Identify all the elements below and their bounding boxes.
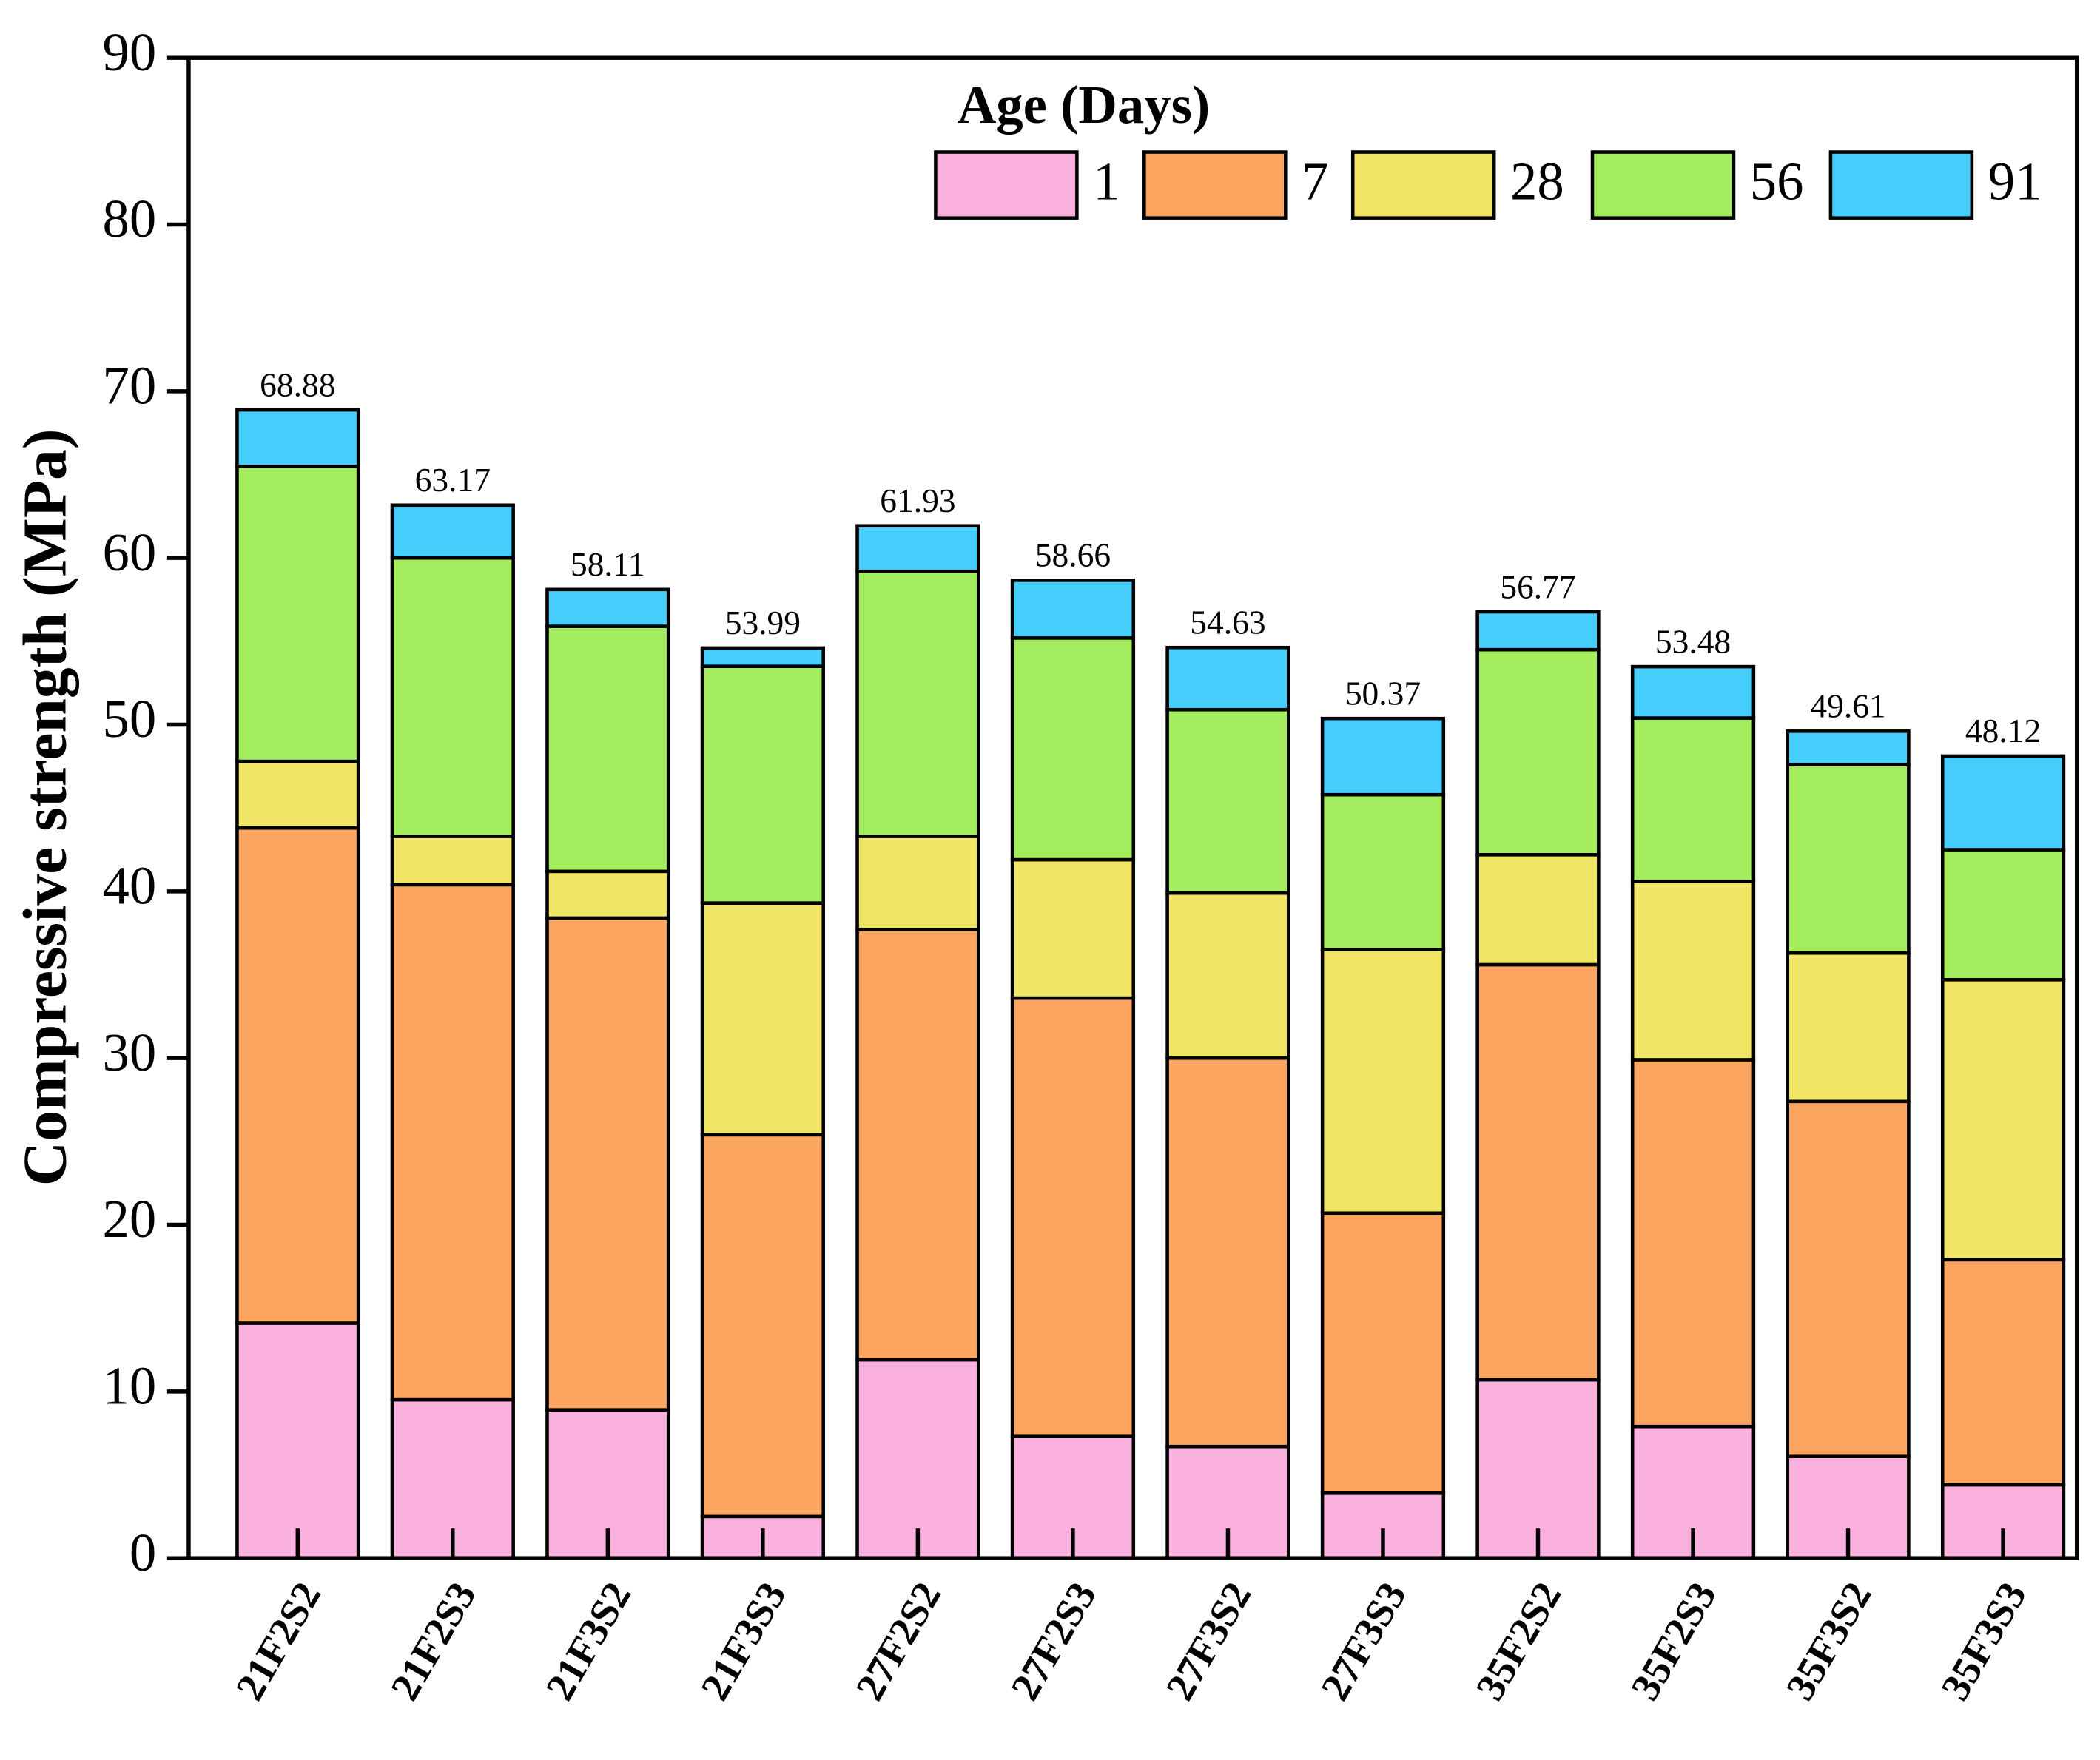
- bar-segment: [1010, 857, 1136, 1000]
- bar-segment: [390, 503, 515, 560]
- bar-segment: [545, 587, 670, 628]
- bar-segment: [1786, 951, 1911, 1104]
- bar-segment: [1786, 763, 1911, 955]
- total-label: 53.48: [1655, 622, 1731, 660]
- legend-label: 91: [1988, 152, 2042, 212]
- y-tick-label: 70: [103, 356, 157, 416]
- bar-segment: [1475, 647, 1601, 857]
- legend-swatch: [1142, 150, 1288, 220]
- bar-segment: [1320, 1211, 1446, 1495]
- plot-frame: [186, 55, 2079, 1560]
- bar-segment: [1630, 664, 1756, 720]
- bar-segment: [545, 624, 670, 874]
- x-tick-label: 35F2S2: [1467, 1574, 1569, 1707]
- bar-segment: [1940, 1258, 2066, 1487]
- legend-swatch: [1828, 150, 1974, 220]
- total-label: 63.17: [415, 461, 491, 499]
- bar-segment: [1475, 962, 1601, 1382]
- bar-segment: [1475, 610, 1601, 652]
- total-label: 61.93: [880, 482, 955, 519]
- bar-segment: [545, 916, 670, 1412]
- bar-segment: [855, 835, 980, 931]
- bar-segment: [1320, 948, 1446, 1216]
- bar-segment: [235, 1321, 360, 1560]
- bar-segment: [1940, 848, 2066, 982]
- bar-segment: [1630, 1058, 1756, 1429]
- legend-label: 56: [1750, 152, 1804, 212]
- legend-swatch: [1590, 150, 1736, 220]
- y-tick-label: 10: [103, 1356, 157, 1416]
- bar-segment: [235, 826, 360, 1325]
- total-label: 49.61: [1810, 687, 1885, 725]
- bar-segment: [700, 1133, 825, 1519]
- x-tick-label: 27F2S3: [1002, 1574, 1105, 1707]
- y-tick-label: 0: [129, 1523, 156, 1582]
- total-label: 56.77: [1500, 567, 1575, 605]
- bar-segment: [1475, 853, 1601, 967]
- bar-segment: [545, 869, 670, 920]
- x-tick-label: 35F3S2: [1777, 1574, 1879, 1707]
- bar-segment: [1630, 716, 1756, 883]
- bar-segment: [700, 646, 825, 668]
- y-tick-label: 50: [103, 689, 157, 749]
- legend-label: 7: [1302, 152, 1328, 212]
- x-tick-label: 21F3S3: [692, 1574, 795, 1707]
- bar-segment: [855, 928, 980, 1362]
- bar-segment: [1320, 792, 1446, 951]
- bar-segment: [700, 901, 825, 1137]
- x-tick-label: 21F3S2: [536, 1574, 639, 1707]
- bar-segment: [1940, 754, 2066, 852]
- legend-label: 28: [1510, 152, 1564, 212]
- x-tick-label: 27F2S2: [847, 1574, 949, 1707]
- bar-segment: [235, 464, 360, 763]
- legend-label: 1: [1093, 152, 1120, 212]
- bar-segment: [1630, 880, 1756, 1062]
- y-tick-label: 60: [103, 522, 157, 582]
- bar-segment: [1165, 891, 1290, 1060]
- bar-segment: [1010, 636, 1136, 862]
- y-tick-label: 90: [103, 22, 157, 82]
- x-tick-label: 27F3S3: [1312, 1574, 1415, 1707]
- y-tick-label: 20: [103, 1189, 157, 1249]
- bar-segment: [1786, 1099, 1911, 1459]
- x-tick-label: 35F3S3: [1932, 1574, 2035, 1707]
- bar-segment: [1165, 645, 1290, 712]
- bar-segment: [1475, 1378, 1601, 1560]
- total-label: 53.99: [725, 604, 801, 641]
- bar-segment: [235, 759, 360, 830]
- y-axis-label: Compressive strength (MPa): [11, 428, 80, 1186]
- bar-segment: [1320, 716, 1446, 797]
- bar-segment: [1786, 729, 1911, 766]
- bar-segment: [1165, 1056, 1290, 1449]
- total-label: 50.37: [1345, 675, 1421, 712]
- total-label: 54.63: [1190, 604, 1265, 641]
- total-label: 48.12: [1965, 712, 2041, 749]
- bar-segment: [700, 664, 825, 905]
- bar-segment: [235, 408, 360, 468]
- bar-segment: [1010, 579, 1136, 640]
- y-tick-label: 40: [103, 856, 157, 916]
- y-tick-label: 30: [103, 1022, 157, 1082]
- total-label: 68.88: [260, 365, 335, 403]
- legend-title: Age (Days): [958, 75, 1210, 135]
- legend-swatch: [1350, 150, 1496, 220]
- legend-swatch: [934, 150, 1079, 220]
- bar-segment: [855, 569, 980, 838]
- bar-segment: [855, 1358, 980, 1560]
- x-tick-label: 21F2S3: [382, 1574, 485, 1707]
- bar-segment: [1165, 707, 1290, 895]
- x-tick-label: 27F3S2: [1157, 1574, 1259, 1707]
- total-label: 58.11: [571, 545, 645, 583]
- x-tick-label: 35F2S3: [1622, 1574, 1725, 1707]
- bar-segment: [1940, 978, 2066, 1262]
- x-tick-label: 21F2S2: [226, 1574, 329, 1707]
- bar-segment: [1010, 996, 1136, 1438]
- total-label: 58.66: [1035, 536, 1111, 574]
- bar-segment: [390, 883, 515, 1402]
- bar-segment: [390, 556, 515, 838]
- y-tick-label: 80: [103, 189, 157, 249]
- bar-segment: [855, 524, 980, 573]
- bar-segment: [390, 835, 515, 887]
